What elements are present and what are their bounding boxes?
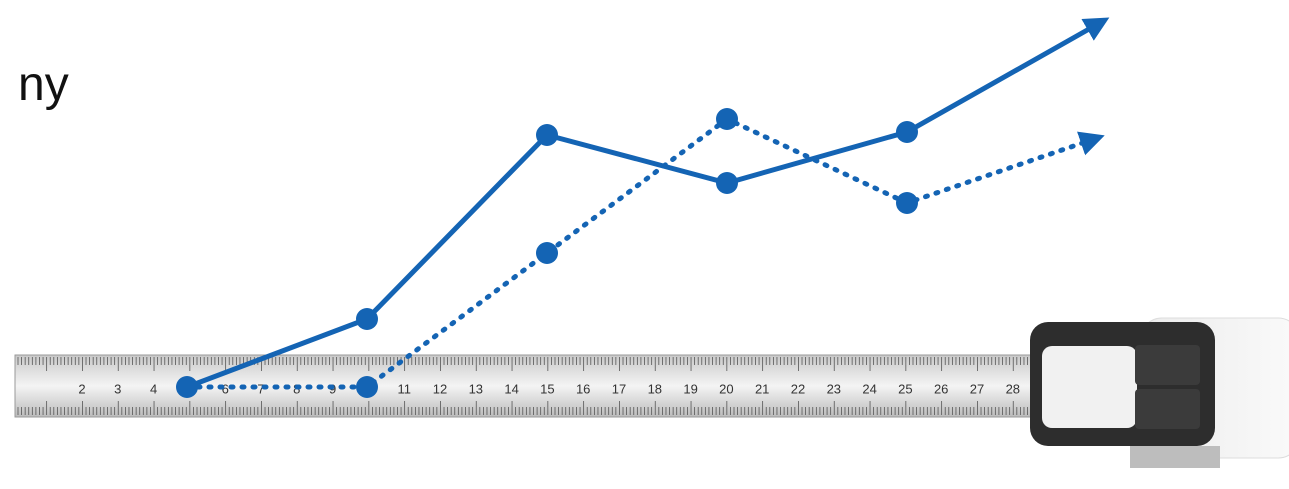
marker [176, 376, 198, 398]
ruler-label: 23 [827, 381, 841, 396]
ruler-label: 28 [1006, 381, 1020, 396]
ruler-label: 3 [114, 381, 121, 396]
ruler-label: 4 [150, 381, 157, 396]
ruler-label: 20 [719, 381, 733, 396]
marker [896, 121, 918, 143]
marker [536, 242, 558, 264]
ruler-label: 22 [791, 381, 805, 396]
ruler-label: 25 [898, 381, 912, 396]
marker [356, 308, 378, 330]
ruler-label: 14 [504, 381, 518, 396]
markers [176, 108, 918, 398]
ruler-label: 26 [934, 381, 948, 396]
ruler-label: 6 [222, 381, 229, 396]
ruler-label: 13 [469, 381, 483, 396]
marker [536, 124, 558, 146]
ruler-label: 24 [862, 381, 876, 396]
ruler-label: 17 [612, 381, 626, 396]
solid-line [186, 17, 1110, 390]
marker [356, 376, 378, 398]
case-panel [1135, 389, 1200, 429]
ruler-label: 12 [433, 381, 447, 396]
marker [716, 108, 738, 130]
ruler-label: 18 [648, 381, 662, 396]
marker [896, 192, 918, 214]
ruler-label: 27 [970, 381, 984, 396]
case-panel [1135, 345, 1200, 385]
dotted-line [184, 116, 1105, 390]
tape-ticks [17, 357, 1039, 415]
marker [716, 172, 738, 194]
ruler-label: 11 [397, 381, 411, 396]
ruler-label: 19 [683, 381, 697, 396]
ruler-label: 7 [257, 381, 264, 396]
ruler-label: 16 [576, 381, 590, 396]
case-clip [1130, 446, 1220, 468]
ruler-label: 15 [540, 381, 554, 396]
heading: ny [18, 58, 69, 111]
ruler-label: 2 [78, 381, 85, 396]
ruler-label: 21 [755, 381, 769, 396]
case-lock [1042, 346, 1137, 428]
